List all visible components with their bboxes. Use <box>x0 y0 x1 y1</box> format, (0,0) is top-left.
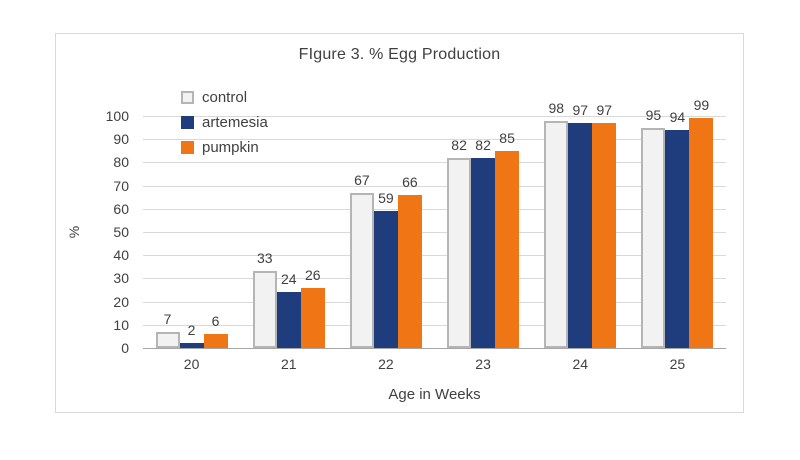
y-tick-label: 70 <box>113 177 129 194</box>
gridline <box>143 139 726 141</box>
x-tick-label: 24 <box>572 356 589 372</box>
bar-value-label: 82 <box>451 137 467 153</box>
bar-artemesia <box>179 343 204 348</box>
legend-item-artemesia: artemesia <box>181 110 268 135</box>
bar-value-label: 97 <box>596 102 613 118</box>
y-tick-label: 0 <box>121 340 129 356</box>
y-tick-label: 40 <box>113 247 129 264</box>
y-tick-label: 60 <box>113 200 129 217</box>
bar-artemesia <box>665 130 690 348</box>
bar-value-label: 67 <box>354 172 370 188</box>
bar-value-label: 2 <box>187 322 196 338</box>
x-tick-label: 23 <box>475 356 491 372</box>
bar-value-label: 85 <box>499 130 515 146</box>
x-tick-label: 20 <box>183 356 200 372</box>
legend-item-pumpkin: pumpkin <box>181 135 268 160</box>
bar-value-label: 82 <box>475 137 491 153</box>
legend-swatch-control-icon <box>181 91 194 104</box>
bar-control <box>252 271 277 348</box>
legend-swatch-pumpkin-icon <box>181 141 194 154</box>
bar-control <box>544 121 569 348</box>
bar-pumpkin <box>592 123 617 348</box>
y-tick-label: 90 <box>113 131 129 148</box>
y-axis-title-text: % <box>65 225 82 239</box>
bar-pumpkin <box>495 151 520 348</box>
bar-value-label: 97 <box>572 102 589 118</box>
plot-area: 0 10 20 30 40 50 60 70 80 90 100 7 2 6 20 33 24 26 21 67 59 6… <box>106 97 726 372</box>
gridline <box>143 208 726 210</box>
bar-value-label: 66 <box>402 174 418 190</box>
gridline <box>143 278 726 280</box>
bar-value-label: 95 <box>645 107 662 123</box>
y-axis-title: % <box>62 116 86 348</box>
legend-label: artemesia <box>202 114 268 131</box>
legend: control artemesia pumpkin <box>181 85 268 160</box>
gridline <box>143 185 726 187</box>
bar-value-label: 94 <box>669 109 686 125</box>
bar-pumpkin <box>397 195 422 348</box>
bar-pumpkin <box>203 334 228 348</box>
gridline <box>143 232 726 233</box>
chart-frame: FIgure 3. % Egg Production % 0 10 20 30 40 50… <box>55 33 744 413</box>
gridline <box>143 324 726 326</box>
y-tick-label: 100 <box>105 108 129 124</box>
gridline <box>143 116 726 117</box>
bar-artemesia <box>471 158 496 348</box>
bar-value-label: 26 <box>304 267 321 283</box>
bar-control <box>447 158 472 348</box>
x-axis-title: Age in Weeks <box>388 386 481 403</box>
bar-pumpkin <box>300 288 325 348</box>
gridline <box>143 301 726 303</box>
bar-value-label: 7 <box>163 311 172 327</box>
bar-value-label: 99 <box>693 97 710 113</box>
bar-artemesia <box>373 211 398 348</box>
gridline <box>143 162 726 164</box>
bar-artemesia <box>568 123 593 348</box>
x-tick-label: 21 <box>280 356 297 372</box>
y-tick-label: 30 <box>113 270 129 287</box>
legend-swatch-artemesia-icon <box>181 116 194 129</box>
bar-control <box>155 332 180 348</box>
y-tick-label: 10 <box>113 316 129 333</box>
bar-value-label: 6 <box>211 313 220 329</box>
x-tick-label: 22 <box>378 356 394 372</box>
x-tick-label: 25 <box>669 356 686 372</box>
y-tick-label: 50 <box>113 224 129 240</box>
bar-value-label: 98 <box>548 100 565 116</box>
y-tick-label: 20 <box>113 293 129 310</box>
chart-title: FIgure 3. % Egg Production <box>298 46 501 63</box>
legend-label: control <box>202 89 248 106</box>
bar-control <box>349 193 374 348</box>
gridline <box>143 255 726 257</box>
bar-value-label: 59 <box>378 190 394 206</box>
legend-item-control: control <box>181 85 268 110</box>
bar-pumpkin <box>689 118 714 348</box>
bar-value-label: 24 <box>280 271 297 287</box>
bar-value-label: 33 <box>256 250 273 266</box>
bar-artemesia <box>276 292 301 348</box>
y-tick-label: 80 <box>113 154 129 171</box>
bar-control <box>641 128 666 348</box>
legend-label: pumpkin <box>202 139 259 156</box>
